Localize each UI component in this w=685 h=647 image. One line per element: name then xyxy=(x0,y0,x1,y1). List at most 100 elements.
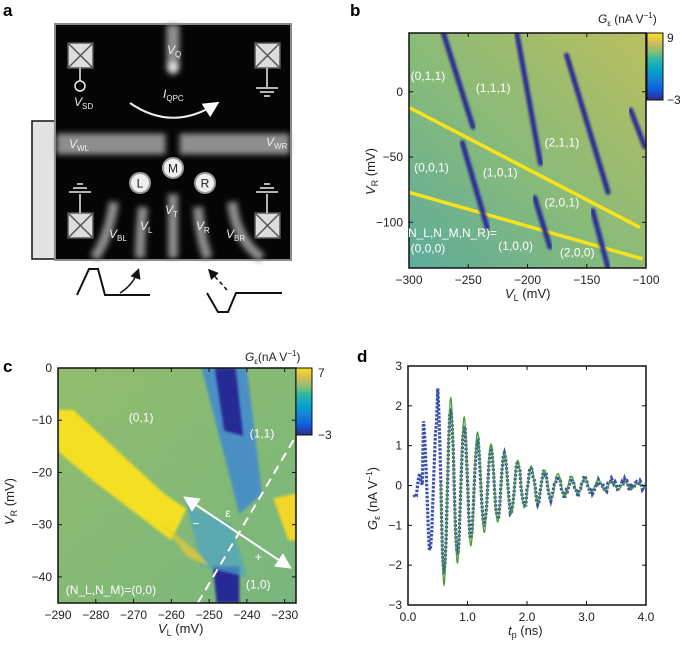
y-tick-label: 3 xyxy=(395,359,402,373)
bias-tee-bracket xyxy=(31,120,56,260)
panel-c: c −290 −280 −270 −260 −250 −240 −230 0 −10 −20 −30… xyxy=(2,349,332,638)
colorbar-b xyxy=(646,32,664,101)
x-tick-label: −250 xyxy=(196,608,223,622)
contact-top-left xyxy=(67,42,94,69)
y-tick-label: −30 xyxy=(32,518,53,532)
state-label: (N_L,N_M,N_R)= xyxy=(404,226,497,240)
state-label: (0,0,1) xyxy=(414,160,449,174)
state-label: (1,0,0) xyxy=(498,239,533,253)
label-vwl: VWL xyxy=(69,137,90,153)
y-tick-label: 0 xyxy=(396,85,403,99)
gate-electrodes xyxy=(56,24,290,263)
x-tick-label: −230 xyxy=(271,608,298,622)
gate-vwl xyxy=(56,133,166,155)
colorbar-c-max: 7 xyxy=(318,366,325,380)
x-tick-label: −250 xyxy=(455,273,482,287)
pulse-right xyxy=(206,292,282,313)
y-tick-label: 2 xyxy=(395,399,402,413)
minus-label: − xyxy=(192,516,199,530)
charge-transition-line-blue xyxy=(564,52,611,195)
contact-top-right xyxy=(254,42,281,69)
fit-curve xyxy=(440,396,646,587)
state-label: (N_L,N_M)=(0,0) xyxy=(66,583,156,597)
contact-bottom-right xyxy=(254,212,281,239)
current-arrow xyxy=(129,101,220,119)
state-label: (2,0,0) xyxy=(560,245,595,259)
y-tick-label: −1 xyxy=(388,518,402,532)
transition-band-darkblue xyxy=(214,368,244,436)
dot-m-label: M xyxy=(168,162,178,176)
xlabel-d: tp (ns) xyxy=(508,623,543,640)
state-label: (1,1,1) xyxy=(476,81,511,95)
y-tick-label: 1 xyxy=(395,439,402,453)
panel-label-a: a xyxy=(3,1,13,20)
charge-transition-line-blue xyxy=(459,140,490,231)
x-tick-label: 4.0 xyxy=(638,610,655,624)
panel-label-c: c xyxy=(3,357,12,376)
state-label: (0,0,0) xyxy=(411,241,446,255)
x-tick-label: 0.0 xyxy=(400,610,417,624)
voltage-source-icon xyxy=(74,80,86,92)
charge-transition-line-yellow xyxy=(409,105,641,230)
state-label: (1,1) xyxy=(250,426,275,440)
y-tick-label: −3 xyxy=(388,598,402,612)
charge-transition-line-blue xyxy=(440,33,476,130)
dot-r-label: R xyxy=(201,177,210,191)
state-label: (1,0) xyxy=(246,578,271,592)
panel-label-d: d xyxy=(357,347,367,366)
y-tick-label: 0 xyxy=(395,479,402,493)
label-vbr: VBR xyxy=(226,227,245,243)
label-vbl: VBL xyxy=(109,227,127,243)
label-vq: VQ xyxy=(167,43,181,59)
gate-vbl xyxy=(89,201,119,262)
label-iqpc: IQPC xyxy=(163,87,184,103)
x-tick-label: −240 xyxy=(233,608,260,622)
colorbar-c-min: −3 xyxy=(318,428,332,442)
gate-vl xyxy=(135,206,148,259)
ground-icon xyxy=(69,183,91,213)
ylabel-d: Gε (nA V−1) xyxy=(365,467,382,530)
y-tick-label: −100 xyxy=(376,215,403,229)
x-tick-label: 3.0 xyxy=(578,610,595,624)
detuning-arrow xyxy=(183,496,292,569)
gate-vbr xyxy=(227,201,266,263)
heatmap-b xyxy=(409,33,646,268)
xlabel-c: VL (mV) xyxy=(158,621,203,638)
x-tick-label: −300 xyxy=(395,273,422,287)
x-tick-label: 1.0 xyxy=(459,610,476,624)
charge-transition-line-blue xyxy=(590,208,611,268)
x-tick-label: −260 xyxy=(158,608,185,622)
label-vr: VR xyxy=(196,219,210,235)
panel-label-b: b xyxy=(350,1,360,20)
y-tick-label: −10 xyxy=(32,413,53,427)
x-tick-label: −100 xyxy=(632,273,659,287)
colorbar-b-label: Gε (nA V−1) xyxy=(598,11,657,28)
y-tick-label: −20 xyxy=(32,465,53,479)
x-tick-label: −290 xyxy=(44,608,71,622)
ylabel-c: VR (mV) xyxy=(2,478,19,525)
pulse-left-arrow xyxy=(119,268,141,294)
pulse-right-arrow xyxy=(207,268,228,291)
transition-band-yellow xyxy=(58,409,187,541)
state-label: (0,1,1) xyxy=(411,69,446,83)
dot-l-label: L xyxy=(137,177,144,191)
colorbar-c xyxy=(295,367,313,436)
x-tick-label: −270 xyxy=(120,608,147,622)
y-tick-label: −50 xyxy=(383,150,404,164)
charge-transition-line-blue xyxy=(514,33,544,167)
charge-transition-line-blue xyxy=(628,107,646,150)
colorbar-b-min: −3 xyxy=(667,93,681,107)
label-vt: VT xyxy=(165,203,178,219)
transition-band-darkblue xyxy=(212,566,240,603)
x-tick-label: −200 xyxy=(514,273,541,287)
xlabel-b: VL (mV) xyxy=(505,286,550,303)
gate-vwr xyxy=(179,133,290,155)
panel-b: b −300 −250 −200 −150 −100 0 −50 −100 (0,1,1) (1… xyxy=(350,1,681,303)
x-tick-label: −280 xyxy=(82,608,109,622)
ohmic-contacts xyxy=(67,42,281,239)
panel-d: d 0.0 1.0 2.0 3.0 4.0 3 2 1 0 −1 −2 −3 tp (ns) Gε (… xyxy=(357,347,655,640)
state-label: (1,0,1) xyxy=(483,166,518,180)
heatmap-c xyxy=(58,368,296,603)
label-vl: VL xyxy=(140,219,153,235)
